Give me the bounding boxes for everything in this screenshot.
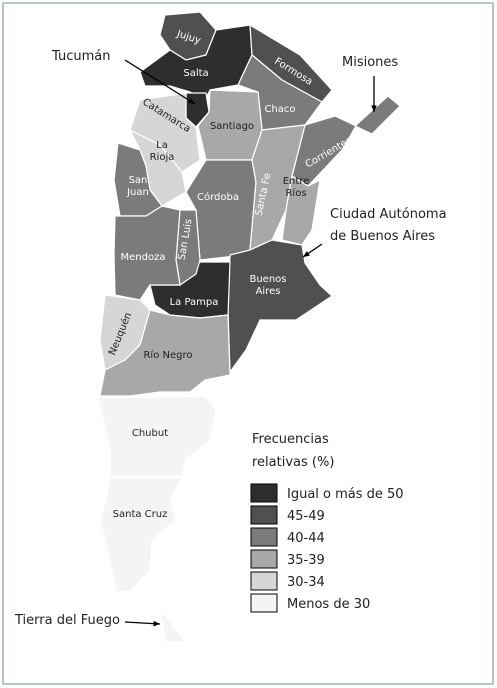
label-line: Mendoza xyxy=(121,252,166,263)
label-line: La Pampa xyxy=(170,297,219,308)
label-line: Buenos xyxy=(249,274,286,285)
province-label: Buenos Aires xyxy=(249,274,286,297)
legend-title: relativas (%) xyxy=(252,455,334,470)
legend-swatch xyxy=(250,505,278,525)
label-line: La xyxy=(156,140,168,151)
legend: Frecuencias relativas (%) Igual o más de 5… xyxy=(250,432,404,613)
label-line: Tucumán xyxy=(51,49,110,64)
label-line: Chaco xyxy=(264,104,295,115)
province-label: Entre Ríos xyxy=(283,176,310,199)
province-label: Ciudad Autónoma de Buenos Aires xyxy=(330,207,447,244)
arrow-head xyxy=(371,105,377,112)
label-line: Rioja xyxy=(150,152,175,163)
legend-swatch xyxy=(250,593,278,613)
province-label: Tierra del Fuego xyxy=(14,613,120,628)
legend-label: Igual o más de 50 xyxy=(287,487,404,502)
arrow-head xyxy=(188,98,195,104)
province-label: Salta xyxy=(183,68,208,79)
label-line: Misiones xyxy=(342,55,398,70)
province xyxy=(97,395,217,477)
province xyxy=(99,309,231,397)
legend-swatch xyxy=(250,571,278,591)
province xyxy=(154,584,187,643)
label-line: Aires xyxy=(256,286,281,297)
label-line: de Buenos Aires xyxy=(330,229,435,244)
legend-label: 30-34 xyxy=(287,575,325,590)
province-label: Santa Cruz xyxy=(113,509,168,520)
legend-label: 45-49 xyxy=(287,509,325,524)
province xyxy=(354,95,401,135)
legend-label: 35-39 xyxy=(287,553,325,568)
province-label: Córdoba xyxy=(197,191,239,203)
province-label: Chaco xyxy=(264,104,295,115)
label-line: San xyxy=(129,175,148,186)
province xyxy=(99,477,183,593)
legend-title: Frecuencias xyxy=(252,432,329,447)
province xyxy=(113,205,181,301)
province xyxy=(281,175,321,246)
label-line: Santiago xyxy=(210,121,254,132)
province xyxy=(227,239,333,373)
legend-swatch xyxy=(250,483,278,503)
province-label: La Pampa xyxy=(170,297,219,308)
province-label: Mendoza xyxy=(121,252,166,263)
province-label: La Rioja xyxy=(150,140,175,163)
label-line: Ríos xyxy=(285,187,306,199)
label-line: Río Negro xyxy=(143,349,192,361)
province-label: Río Negro xyxy=(143,349,192,361)
legend-label: 40-44 xyxy=(287,531,325,546)
province-label: Tucumán xyxy=(51,49,110,64)
province-label: Chubut xyxy=(132,428,168,439)
arrow-head xyxy=(303,251,310,257)
label-line: Entre xyxy=(283,176,310,187)
label-line: Juan xyxy=(126,187,149,198)
legend-swatch xyxy=(250,527,278,547)
label-line: Chubut xyxy=(132,428,168,439)
province-label: Misiones xyxy=(342,55,398,70)
legend-swatch xyxy=(250,549,278,569)
arrow-head xyxy=(153,620,160,627)
province-label: San Juan xyxy=(126,175,149,198)
label-line: Salta xyxy=(183,68,208,79)
label-line: Santa Cruz xyxy=(113,509,168,520)
province-label: Santiago xyxy=(210,121,254,132)
label-line: Ciudad Autónoma xyxy=(330,207,447,222)
legend-label: Menos de 30 xyxy=(287,597,370,612)
label-line: Tierra del Fuego xyxy=(14,613,120,628)
provinces xyxy=(97,11,401,643)
label-line: Córdoba xyxy=(197,191,239,203)
callout-arrow xyxy=(124,59,196,105)
